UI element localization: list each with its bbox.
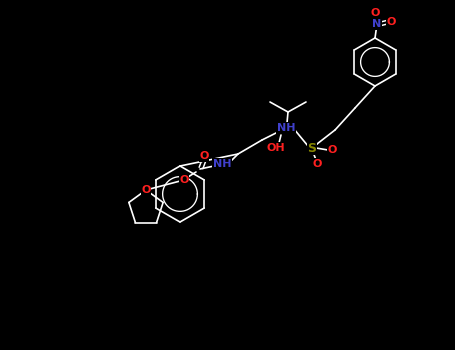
Text: O: O xyxy=(142,185,151,195)
Text: O: O xyxy=(327,145,337,155)
Text: NH: NH xyxy=(277,123,295,133)
Text: O: O xyxy=(179,175,189,185)
Text: S: S xyxy=(308,141,317,154)
Text: O: O xyxy=(386,17,396,27)
Text: O: O xyxy=(199,151,209,161)
Text: O: O xyxy=(312,159,322,169)
Text: O: O xyxy=(370,8,379,18)
Text: OH: OH xyxy=(267,143,285,153)
Text: N: N xyxy=(372,19,382,29)
Text: NH: NH xyxy=(213,159,231,169)
